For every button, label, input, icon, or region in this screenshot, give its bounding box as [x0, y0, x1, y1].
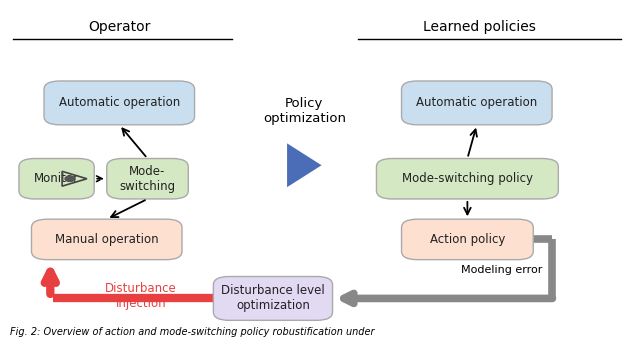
FancyBboxPatch shape	[213, 277, 333, 320]
FancyBboxPatch shape	[19, 159, 94, 199]
Text: Action policy: Action policy	[429, 233, 505, 246]
Text: Disturbance
injection: Disturbance injection	[106, 281, 177, 310]
Text: Operator: Operator	[88, 20, 150, 34]
FancyBboxPatch shape	[401, 81, 552, 125]
Text: Automatic operation: Automatic operation	[59, 96, 180, 109]
Text: Learned policies: Learned policies	[424, 20, 536, 34]
Text: Disturbance level
optimization: Disturbance level optimization	[221, 284, 325, 312]
Text: Policy
optimization: Policy optimization	[263, 97, 346, 125]
Text: Automatic operation: Automatic operation	[416, 96, 538, 109]
Text: Monitor: Monitor	[34, 172, 79, 185]
Polygon shape	[287, 143, 321, 187]
Text: Manual operation: Manual operation	[55, 233, 159, 246]
Circle shape	[65, 176, 75, 181]
Text: Mode-
switching: Mode- switching	[120, 165, 175, 193]
FancyBboxPatch shape	[44, 81, 195, 125]
Text: Modeling error: Modeling error	[461, 265, 543, 275]
Text: Mode-switching policy: Mode-switching policy	[402, 172, 533, 185]
FancyBboxPatch shape	[401, 219, 533, 260]
FancyBboxPatch shape	[107, 159, 188, 199]
FancyBboxPatch shape	[31, 219, 182, 260]
Text: Fig. 2: Overview of action and mode-switching policy robustification under: Fig. 2: Overview of action and mode-swit…	[10, 327, 374, 337]
FancyBboxPatch shape	[376, 159, 558, 199]
